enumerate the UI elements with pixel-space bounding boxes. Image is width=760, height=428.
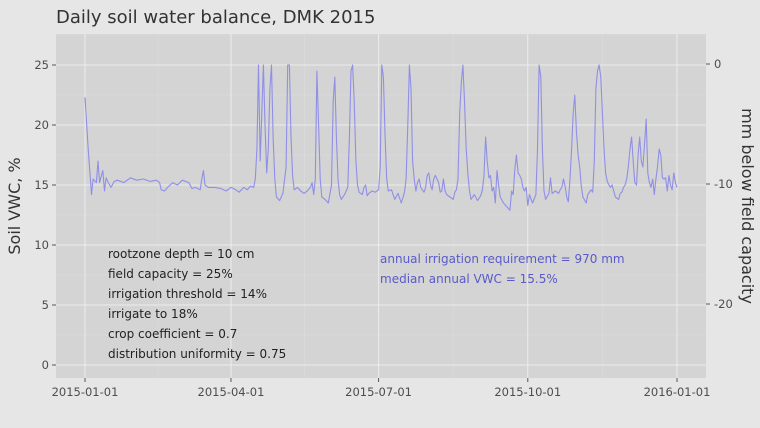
summary-annotations: annual irrigation requirement = 970 mm m… [380, 252, 625, 286]
x-tick-label: 2015-10-01 [494, 385, 561, 399]
series-line [84, 64, 678, 211]
annotation-crop-coefficient: crop coefficient = 0.7 [108, 327, 237, 341]
chart-title: Daily soil water balance, DMK 2015 [56, 7, 375, 28]
annotation-irrigation-threshold: irrigation threshold = 14% [108, 287, 267, 301]
minor-gridlines [56, 34, 706, 378]
annotation-distribution-uniformity: distribution uniformity = 0.75 [108, 347, 286, 361]
x-tick-label: 2015-04-01 [198, 385, 265, 399]
annotation-irrigate-to: irrigate to 18% [108, 307, 198, 321]
y-tick-label: 5 [42, 298, 49, 312]
y-tick-label: 20 [34, 118, 49, 132]
y-tick-label: 15 [34, 178, 49, 192]
annotation-rootzone-depth: rootzone depth = 10 cm [108, 247, 254, 261]
parameter-annotations: rootzone depth = 10 cm field capacity = … [108, 247, 286, 361]
y-tick-label: 25 [34, 58, 49, 72]
y2-axis-title: mm below field capacity [738, 108, 757, 304]
annotation-field-capacity: field capacity = 25% [108, 267, 233, 281]
right-axis-ticks: 0 -10 -20 [706, 57, 733, 311]
annotation-median-vwc: median annual VWC = 15.5% [380, 272, 558, 286]
y2-tick-label: 0 [714, 57, 721, 71]
y-tick-label: 0 [42, 358, 49, 372]
y-tick-label: 10 [34, 238, 49, 252]
y-axis-title: Soil VWC, % [5, 157, 24, 254]
left-axis-ticks: 0 5 10 15 20 25 [34, 58, 56, 372]
y2-tick-label: -20 [714, 297, 733, 311]
x-tick-label: 2016-01-01 [644, 385, 711, 399]
x-tick-label: 2015-01-01 [52, 385, 119, 399]
x-tick-label: 2015-07-01 [345, 385, 412, 399]
bottom-axis-ticks: 2015-01-01 2015-04-01 2015-07-01 2015-10-01… [52, 378, 711, 399]
annotation-annual-irrigation: annual irrigation requirement = 970 mm [380, 252, 625, 266]
y2-tick-label: -10 [714, 177, 733, 191]
